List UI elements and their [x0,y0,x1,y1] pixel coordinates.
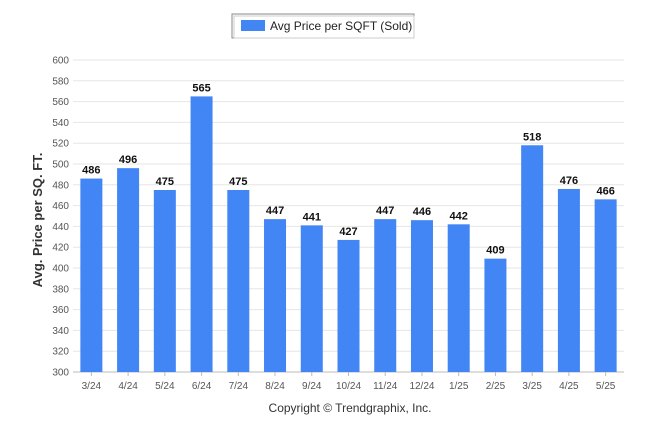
y-tick-label: 380 [52,284,69,295]
x-tick-label: 7/24 [229,381,249,392]
bar [557,188,580,372]
data-label: 518 [523,131,541,143]
data-label: 441 [303,211,321,223]
x-tick-label: 11/24 [373,381,398,392]
legend-shadow [233,15,415,39]
legend-label: Avg Price per SQFT (Sold) [270,19,412,33]
bar [190,96,213,373]
data-label: 446 [413,206,431,218]
y-tick-label: 300 [52,368,69,379]
x-tick-label: 8/24 [265,381,285,392]
bar [410,220,433,372]
data-label: 466 [596,185,614,197]
x-tick-label: 5/24 [155,381,175,392]
data-label: 447 [376,205,394,217]
y-tick-label: 480 [52,180,69,191]
bar [374,219,397,372]
y-tick-label: 520 [52,139,69,150]
bar [117,168,140,372]
bar [594,199,617,372]
y-tick-label: 440 [52,222,69,233]
x-tick-label: 6/24 [192,381,212,392]
x-tick-label: 1/25 [449,381,469,392]
y-tick-label: 400 [52,264,69,275]
y-tick-label: 500 [52,160,69,171]
y-tick-label: 420 [52,243,69,254]
x-tick-label: 3/24 [82,381,102,392]
x-tick-label: 12/24 [409,381,434,392]
y-tick-label: 320 [52,347,69,358]
bar [227,190,250,372]
bar [447,224,470,372]
legend-swatch [241,20,265,31]
x-tick-label: 4/25 [559,381,579,392]
y-tick-label: 600 [52,56,69,67]
data-label: 409 [486,245,504,257]
y-tick-label: 460 [52,201,69,212]
bar [337,239,360,372]
value-labels: 486 496 475 565 475 447 441 427 447 446 442 409 518 4… [82,82,615,256]
y-tick-label: 560 [52,97,69,108]
x-tick-label: 9/24 [302,381,322,392]
bar [484,258,507,372]
x-tick-label: 5/25 [596,381,616,392]
bar [521,145,544,372]
data-label: 442 [450,210,468,222]
y-tick-label: 580 [52,76,69,87]
data-label: 475 [229,176,247,188]
bar [153,190,176,372]
x-tick-label: 4/24 [118,381,138,392]
data-label: 486 [82,165,100,177]
y-tick-label: 340 [52,326,69,337]
x-tick-label: 10/24 [336,381,361,392]
data-label: 475 [156,176,174,188]
y-tick-label: 540 [52,118,69,129]
data-label: 565 [192,82,210,94]
legend: Avg Price per SQFT (Sold) [231,13,415,39]
bar [264,219,287,372]
x-tick-label: 3/25 [522,381,542,392]
x-tick-label: 2/25 [486,381,506,392]
bars [80,96,617,373]
y-axis-label: Avg. Price per SQ. FT. [30,153,45,288]
copyright-text: Copyright © Trendgraphix, Inc. [269,401,432,415]
data-label: 427 [339,226,357,238]
data-label: 496 [119,154,137,166]
data-label: 447 [266,205,284,217]
bar [300,225,323,372]
x-axis-ticks: 3/24 4/24 5/24 6/24 7/24 8/24 9/24 10/24 11/24 12… [82,372,616,392]
bar [80,178,103,372]
y-tick-label: 360 [52,305,69,316]
y-axis-ticks: 300 320 340 360 380 400 420 440 460 480 500 520 540 5… [52,56,69,379]
data-label: 476 [560,175,578,187]
